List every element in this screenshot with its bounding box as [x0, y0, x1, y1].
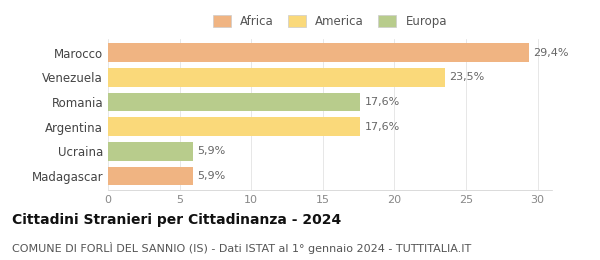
Bar — [108, 93, 360, 111]
Text: 17,6%: 17,6% — [364, 122, 400, 132]
Bar — [108, 118, 360, 136]
Bar — [108, 167, 193, 185]
Bar — [108, 43, 529, 62]
Text: 17,6%: 17,6% — [364, 97, 400, 107]
Legend: Africa, America, Europa: Africa, America, Europa — [209, 12, 451, 32]
Text: COMUNE DI FORLÌ DEL SANNIO (IS) - Dati ISTAT al 1° gennaio 2024 - TUTTITALIA.IT: COMUNE DI FORLÌ DEL SANNIO (IS) - Dati I… — [12, 242, 471, 254]
Bar — [108, 68, 445, 87]
Bar — [108, 142, 193, 161]
Text: Cittadini Stranieri per Cittadinanza - 2024: Cittadini Stranieri per Cittadinanza - 2… — [12, 213, 341, 227]
Text: 5,9%: 5,9% — [197, 146, 225, 157]
Text: 5,9%: 5,9% — [197, 171, 225, 181]
Text: 29,4%: 29,4% — [533, 48, 569, 58]
Text: 23,5%: 23,5% — [449, 72, 484, 82]
